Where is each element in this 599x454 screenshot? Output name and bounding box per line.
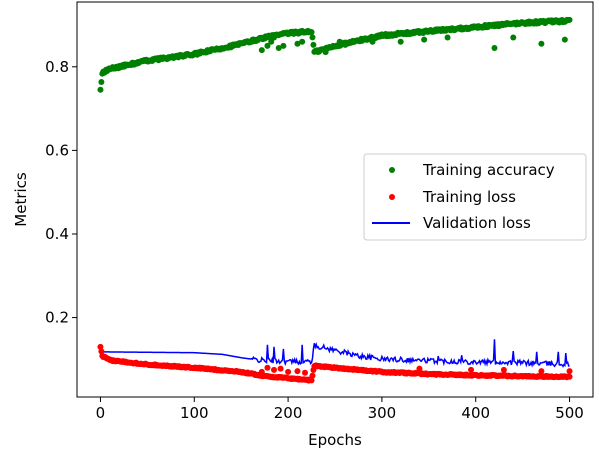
data-point (336, 38, 343, 45)
y-tick-label: 0.8 (45, 58, 69, 76)
data-point (294, 40, 301, 47)
data-point (308, 377, 315, 384)
legend-marker-training-accuracy (389, 167, 395, 173)
data-point (275, 44, 282, 51)
y-tick-label: 0.6 (45, 141, 69, 159)
data-point (416, 365, 423, 372)
x-tick-label: 400 (461, 404, 490, 422)
x-tick-label: 0 (96, 404, 106, 422)
y-tick-label: 0.4 (45, 225, 69, 243)
plot-area (97, 16, 573, 384)
data-point (271, 34, 278, 41)
data-point (98, 78, 105, 85)
data-point (310, 41, 317, 48)
data-point (500, 366, 507, 373)
data-point (444, 34, 451, 41)
data-point (566, 373, 573, 380)
x-axis-label: Epochs (308, 431, 362, 449)
data-point (538, 40, 545, 47)
data-point (280, 42, 287, 49)
data-point (299, 38, 306, 45)
y-tick-label: 0.2 (45, 309, 69, 327)
legend: Training accuracy Training loss Validati… (363, 153, 587, 241)
data-point (468, 366, 475, 373)
data-point (421, 36, 428, 43)
data-point (561, 36, 568, 43)
data-point (301, 369, 308, 376)
data-point (309, 372, 316, 379)
plot-frame (76, 1, 594, 398)
data-point (369, 38, 376, 45)
data-point (566, 368, 573, 375)
data-point (491, 44, 498, 51)
data-point (258, 368, 265, 375)
legend-box (363, 153, 587, 241)
data-point (538, 368, 545, 375)
x-tick-label: 500 (555, 404, 584, 422)
data-point (277, 365, 284, 372)
data-point (285, 368, 292, 375)
x-tick-label: 200 (274, 404, 303, 422)
data-point (98, 348, 105, 355)
x-tick-label: 100 (180, 404, 209, 422)
data-point (264, 42, 271, 49)
data-point (566, 16, 573, 23)
legend-label-training-loss: Training loss (422, 188, 516, 206)
data-point (258, 47, 265, 54)
y-axis-label: Metrics (12, 172, 30, 227)
data-point (97, 86, 104, 93)
data-point (322, 49, 329, 56)
x-tick-label: 300 (368, 404, 397, 422)
series-line-validation-loss (100, 339, 570, 368)
data-point (294, 368, 301, 375)
series-training-loss (97, 343, 573, 384)
legend-marker-training-loss (389, 194, 395, 200)
data-point (271, 366, 278, 373)
data-point (308, 29, 315, 36)
legend-label-validation-loss: Validation loss (423, 214, 531, 232)
legend-label-training-accuracy: Training accuracy (422, 161, 555, 179)
data-point (397, 38, 404, 45)
data-point (309, 34, 316, 41)
data-point (510, 34, 517, 41)
data-point (97, 343, 104, 350)
data-point (264, 364, 271, 371)
series-training-accuracy (97, 16, 573, 93)
axis-ticks: 0 100 200 300 400 500 0.2 0.4 0.6 0.8 (45, 58, 584, 422)
